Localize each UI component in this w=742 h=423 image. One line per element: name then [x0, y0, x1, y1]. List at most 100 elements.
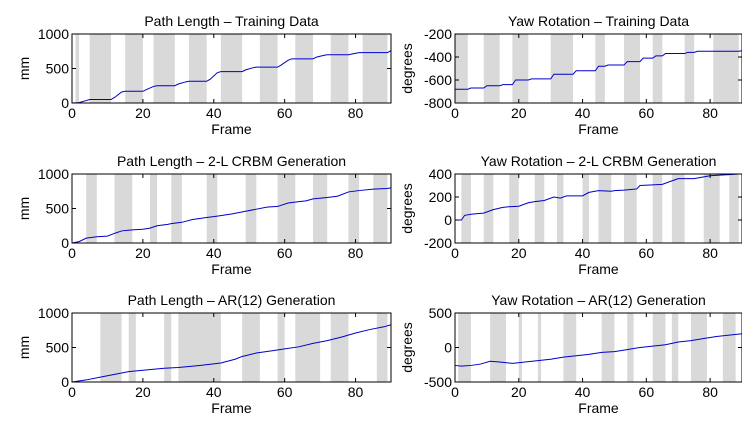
chart-panel-3: 0 20 40 60 80 0 500 1000 Path Length – 2-L CRBM …	[16, 153, 392, 277]
shaded-band	[461, 174, 471, 243]
shaded-band	[89, 34, 111, 103]
shaded-band	[652, 313, 666, 382]
x-tick-label: 0	[451, 245, 459, 261]
x-tick-label: 60	[277, 384, 293, 400]
x-tick-label: 40	[575, 384, 591, 400]
shaded-band	[671, 174, 685, 243]
y-tick-label: 500	[46, 201, 70, 217]
series-line	[71, 324, 392, 383]
shaded-band	[652, 34, 663, 103]
y-tick-label: 0	[61, 235, 69, 251]
shaded-band	[206, 174, 218, 243]
x-tick-label: 60	[277, 245, 293, 261]
x-tick-label: 0	[451, 105, 459, 121]
y-tick-label: 500	[46, 61, 70, 77]
shaded-band	[242, 313, 260, 382]
shaded-band	[373, 174, 388, 243]
x-tick-label: 40	[206, 105, 222, 121]
y-axis-label: degrees	[399, 183, 415, 234]
x-axis-label: Frame	[211, 121, 252, 137]
shaded-band	[601, 313, 615, 382]
y-axis-label: degrees	[399, 43, 415, 94]
y-tick-label: 0	[444, 212, 452, 228]
shaded-band	[729, 174, 739, 243]
shaded-band	[557, 174, 564, 243]
x-tick-label: 60	[639, 105, 655, 121]
shaded-band	[537, 313, 542, 382]
y-axis-label: mm	[16, 336, 32, 359]
chart-title: Path Length – 2-L CRBM Generation	[117, 153, 346, 169]
shaded-band	[627, 313, 634, 382]
x-axis-label: Frame	[211, 400, 252, 416]
shaded-band	[624, 174, 637, 243]
y-tick-label: -400	[424, 49, 452, 65]
shaded-band	[259, 34, 278, 103]
shaded-band	[671, 313, 679, 382]
x-tick-label: 0	[68, 245, 76, 261]
y-axis-label: mm	[16, 197, 32, 220]
shaded-band	[690, 313, 707, 382]
shaded-band	[703, 174, 720, 243]
axes-box	[454, 173, 742, 244]
x-axis-label: Frame	[578, 121, 619, 137]
x-tick-label: 20	[511, 105, 527, 121]
x-tick-label: 40	[206, 384, 222, 400]
shaded-band	[114, 174, 133, 243]
shaded-band	[277, 313, 285, 382]
shaded-band	[563, 313, 577, 382]
shaded-band	[376, 313, 388, 382]
shaded-band	[330, 34, 349, 103]
shaded-band	[295, 34, 314, 103]
x-tick-label: 40	[575, 105, 591, 121]
shaded-band	[75, 34, 80, 103]
shaded-band	[582, 174, 589, 243]
shaded-band	[624, 34, 640, 103]
chart-title: Yaw Rotation – Training Data	[508, 13, 689, 29]
shaded-band	[178, 313, 221, 382]
x-tick-label: 0	[68, 384, 76, 400]
shaded-band	[509, 174, 519, 243]
y-tick-label: 500	[429, 305, 453, 321]
shaded-band	[295, 313, 321, 382]
y-tick-label: 400	[429, 166, 453, 182]
series-line	[71, 50, 392, 104]
shaded-band	[458, 313, 471, 382]
shaded-band	[245, 174, 257, 243]
shaded-band	[188, 34, 207, 103]
shaded-band	[220, 34, 243, 103]
y-tick-label: -600	[424, 72, 452, 88]
shaded-band	[713, 34, 739, 103]
x-axis-label: Frame	[578, 400, 619, 416]
x-tick-label: 80	[348, 384, 364, 400]
y-tick-label: -500	[424, 374, 452, 390]
shaded-band	[550, 34, 573, 103]
x-axis-label: Frame	[211, 261, 252, 277]
chart-title: Yaw Rotation – 2-L CRBM Generation	[481, 153, 717, 169]
x-tick-label: 40	[575, 245, 591, 261]
x-tick-label: 80	[702, 384, 718, 400]
shaded-band	[483, 34, 500, 103]
x-tick-label: 60	[639, 245, 655, 261]
chart-title: Path Length – Training Data	[144, 13, 319, 29]
shaded-band	[483, 174, 494, 243]
x-tick-label: 60	[277, 105, 293, 121]
series-line	[455, 173, 742, 221]
y-tick-label: 0	[444, 340, 452, 356]
x-tick-label: 40	[206, 245, 222, 261]
y-tick-label: 1000	[38, 26, 69, 42]
y-tick-label: 0	[61, 95, 69, 111]
shaded-band	[164, 313, 172, 382]
x-tick-label: 20	[135, 105, 151, 121]
shaded-band	[490, 313, 507, 382]
y-axis-label: mm	[16, 57, 32, 80]
shaded-band	[518, 313, 522, 382]
x-tick-label: 80	[702, 105, 718, 121]
shaded-band	[86, 174, 97, 243]
x-tick-label: 60	[639, 384, 655, 400]
shaded-band	[534, 174, 545, 243]
chart-title: Path Length – AR(12) Generation	[128, 292, 336, 308]
shaded-band	[595, 34, 605, 103]
y-tick-label: 1000	[38, 305, 69, 321]
